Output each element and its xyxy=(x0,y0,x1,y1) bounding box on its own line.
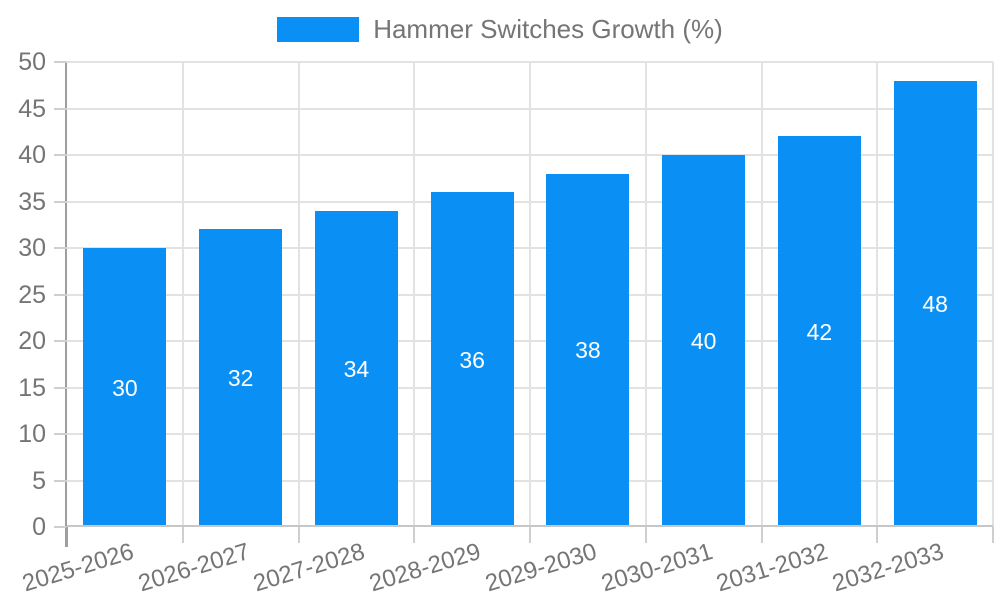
y-tick xyxy=(54,247,67,249)
bar-value-label: 38 xyxy=(575,337,601,364)
y-axis-line xyxy=(65,62,67,547)
bar-value-label: 30 xyxy=(112,374,138,401)
bar[interactable] xyxy=(199,229,283,527)
y-tick-label: 10 xyxy=(18,420,46,448)
y-tick xyxy=(54,479,67,482)
y-tick xyxy=(54,340,67,342)
x-tick xyxy=(66,527,68,547)
y-tick xyxy=(54,200,67,203)
y-tick xyxy=(54,293,67,296)
y-tick-label: 20 xyxy=(18,327,46,355)
y-tick xyxy=(54,154,67,156)
bar-value-label: 34 xyxy=(343,355,370,382)
y-tick-label: 5 xyxy=(32,466,46,495)
bar-value-label: 36 xyxy=(459,346,485,373)
x-gridline xyxy=(876,62,879,527)
bar-value-label: 40 xyxy=(690,328,717,354)
x-gridline xyxy=(760,62,763,527)
x-tick xyxy=(644,527,647,543)
y-tick xyxy=(54,433,67,435)
bar-value-label: 32 xyxy=(227,365,254,392)
bar[interactable] xyxy=(662,155,746,527)
x-gridline xyxy=(529,62,531,527)
x-axis-baseline xyxy=(67,525,993,527)
bar[interactable] xyxy=(546,173,630,527)
y-tick xyxy=(54,386,67,389)
y-tick-label: 50 xyxy=(18,48,46,76)
plot-area: 30 32 34 36 38 40 42 48 xyxy=(67,61,994,527)
x-gridline xyxy=(644,62,647,527)
x-tick xyxy=(297,527,300,543)
bar[interactable] xyxy=(83,248,167,527)
bar[interactable] xyxy=(777,136,861,527)
y-tick-label: 35 xyxy=(18,187,46,216)
bar-value-label: 42 xyxy=(806,318,833,345)
legend[interactable]: Hammer Switches Growth (%) xyxy=(0,16,1000,43)
x-gridline xyxy=(413,62,416,527)
bar[interactable] xyxy=(430,192,514,527)
y-tick-label: 30 xyxy=(18,234,46,262)
y-tick-label: 15 xyxy=(18,373,46,402)
y-tick-label: 25 xyxy=(18,280,46,309)
y-tick-label: 0 xyxy=(32,513,46,541)
bar[interactable] xyxy=(314,210,398,527)
x-tick xyxy=(529,527,531,543)
legend-swatch-icon xyxy=(277,17,360,42)
bar[interactable] xyxy=(893,80,977,527)
y-tick xyxy=(54,107,67,110)
x-gridline xyxy=(181,62,184,527)
x-tick xyxy=(413,527,416,543)
y-tick xyxy=(54,526,67,528)
x-gridline xyxy=(992,62,994,527)
x-tick xyxy=(876,527,879,543)
bar-value-label: 48 xyxy=(922,290,948,317)
legend-label: Hammer Switches Growth (%) xyxy=(373,14,723,44)
y-tick-label: 45 xyxy=(18,94,46,123)
x-gridline xyxy=(297,62,300,527)
x-tick xyxy=(992,527,994,543)
x-tick xyxy=(181,527,184,543)
y-tick-label: 40 xyxy=(18,141,46,169)
y-tick xyxy=(54,61,67,63)
x-tick xyxy=(760,527,763,543)
